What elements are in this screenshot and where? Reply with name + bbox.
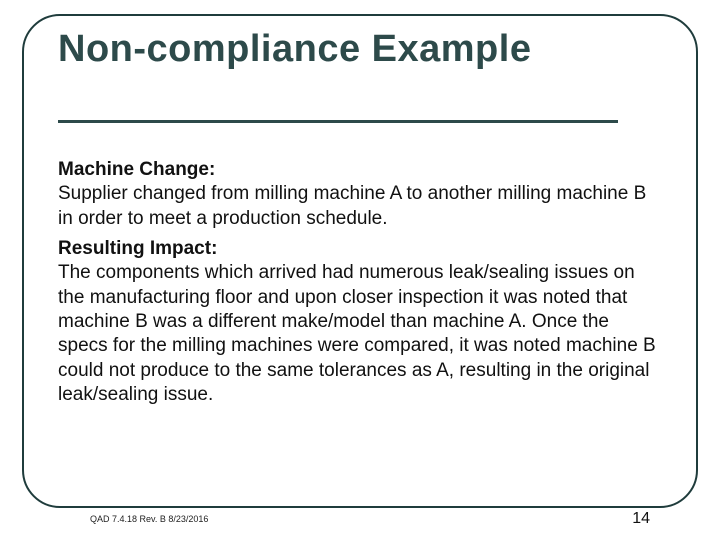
page-number: 14 xyxy=(632,510,650,528)
section-label-2: Resulting Impact: xyxy=(58,237,658,261)
slide-title: Non-compliance Example xyxy=(58,28,658,71)
section-label-1: Machine Change: xyxy=(58,158,658,182)
title-underline xyxy=(58,120,618,123)
footer-doc-id: QAD 7.4.18 Rev. B 8/23/2016 xyxy=(90,514,208,524)
slide: Non-compliance Example Machine Change: S… xyxy=(0,0,720,540)
section-text-1: Supplier changed from milling machine A … xyxy=(58,183,646,228)
section-text-2: The components which arrived had numerou… xyxy=(58,262,656,405)
slide-body: Machine Change: Supplier changed from mi… xyxy=(58,158,658,413)
